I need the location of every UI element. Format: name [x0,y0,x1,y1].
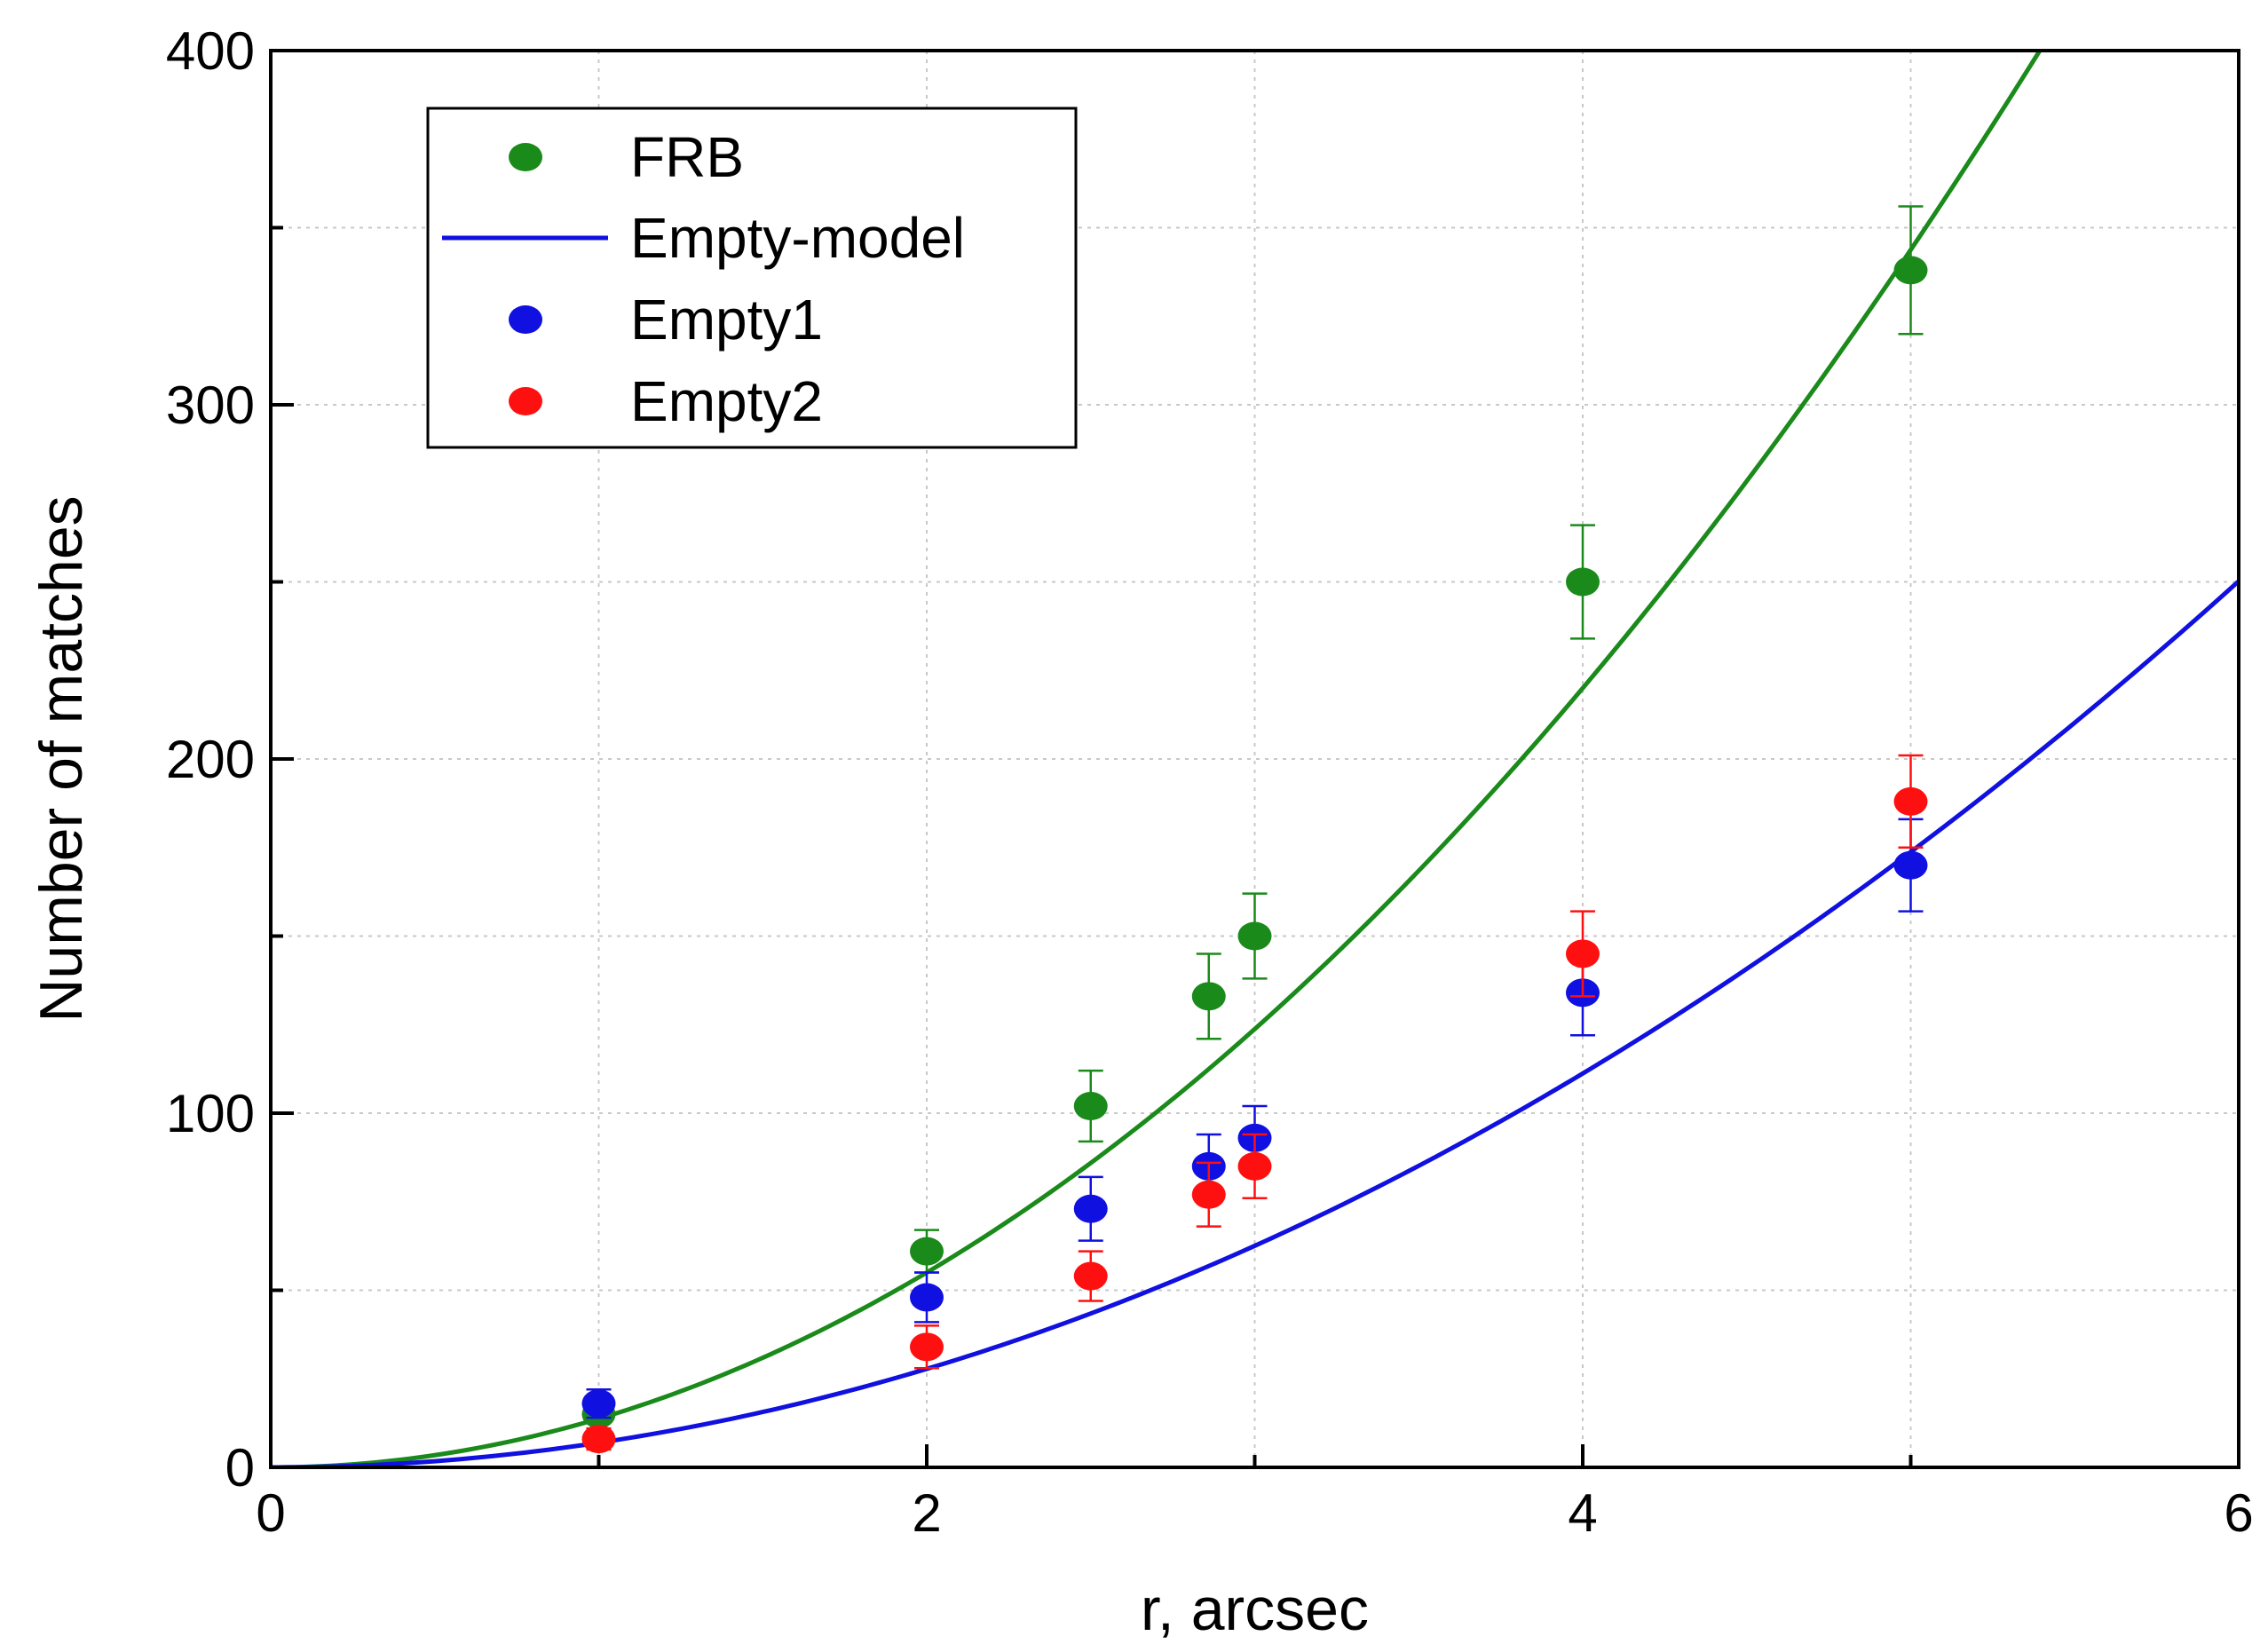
legend: FRB Empty-model Empty1 Empty2 [426,107,1078,449]
axis-tick-labels: 0 2 4 6 0 100 200 300 400 [166,21,2254,1543]
x-tick-label: 0 [256,1483,285,1543]
y-axis-title: Number of matches [28,495,95,1022]
y-tick-label: 200 [166,730,255,789]
y-tick-label: 0 [225,1438,255,1498]
data-point [1073,1261,1108,1291]
y-tick-label: 300 [166,375,255,435]
data-series [581,205,1928,1454]
legend-label: Empty2 [630,369,823,433]
y-tick-label: 400 [166,21,255,81]
data-point [1566,939,1600,968]
legend-marker-swatch [509,305,542,334]
x-axis-title: r, arcsec [1141,1576,1369,1643]
data-point [1893,850,1928,880]
series-empty2 [581,754,1928,1454]
data-point [1237,1151,1272,1181]
data-point [1237,921,1272,951]
data-point [910,1283,944,1312]
data-point [1893,256,1928,285]
legend-label: Empty-model [630,206,965,270]
data-point [581,1425,616,1454]
legend-label: FRB [630,125,744,189]
data-point [910,1332,944,1362]
legend-marker-swatch [509,387,542,415]
data-point [581,1389,616,1419]
x-tick-label: 4 [1568,1483,1597,1543]
data-point [1566,567,1600,597]
series-frb [581,205,1928,1434]
data-point [910,1237,944,1266]
data-point [1893,786,1928,816]
legend-marker-swatch [509,143,542,171]
y-tick-label: 100 [166,1084,255,1143]
x-tick-label: 2 [912,1483,941,1543]
axis-ticks [269,49,2240,1469]
data-point [1073,1092,1108,1121]
x-tick-label: 6 [2224,1483,2253,1543]
data-point [1191,1180,1226,1209]
legend-label: Empty1 [630,288,823,352]
data-point [1191,982,1226,1011]
data-point [1073,1194,1108,1223]
